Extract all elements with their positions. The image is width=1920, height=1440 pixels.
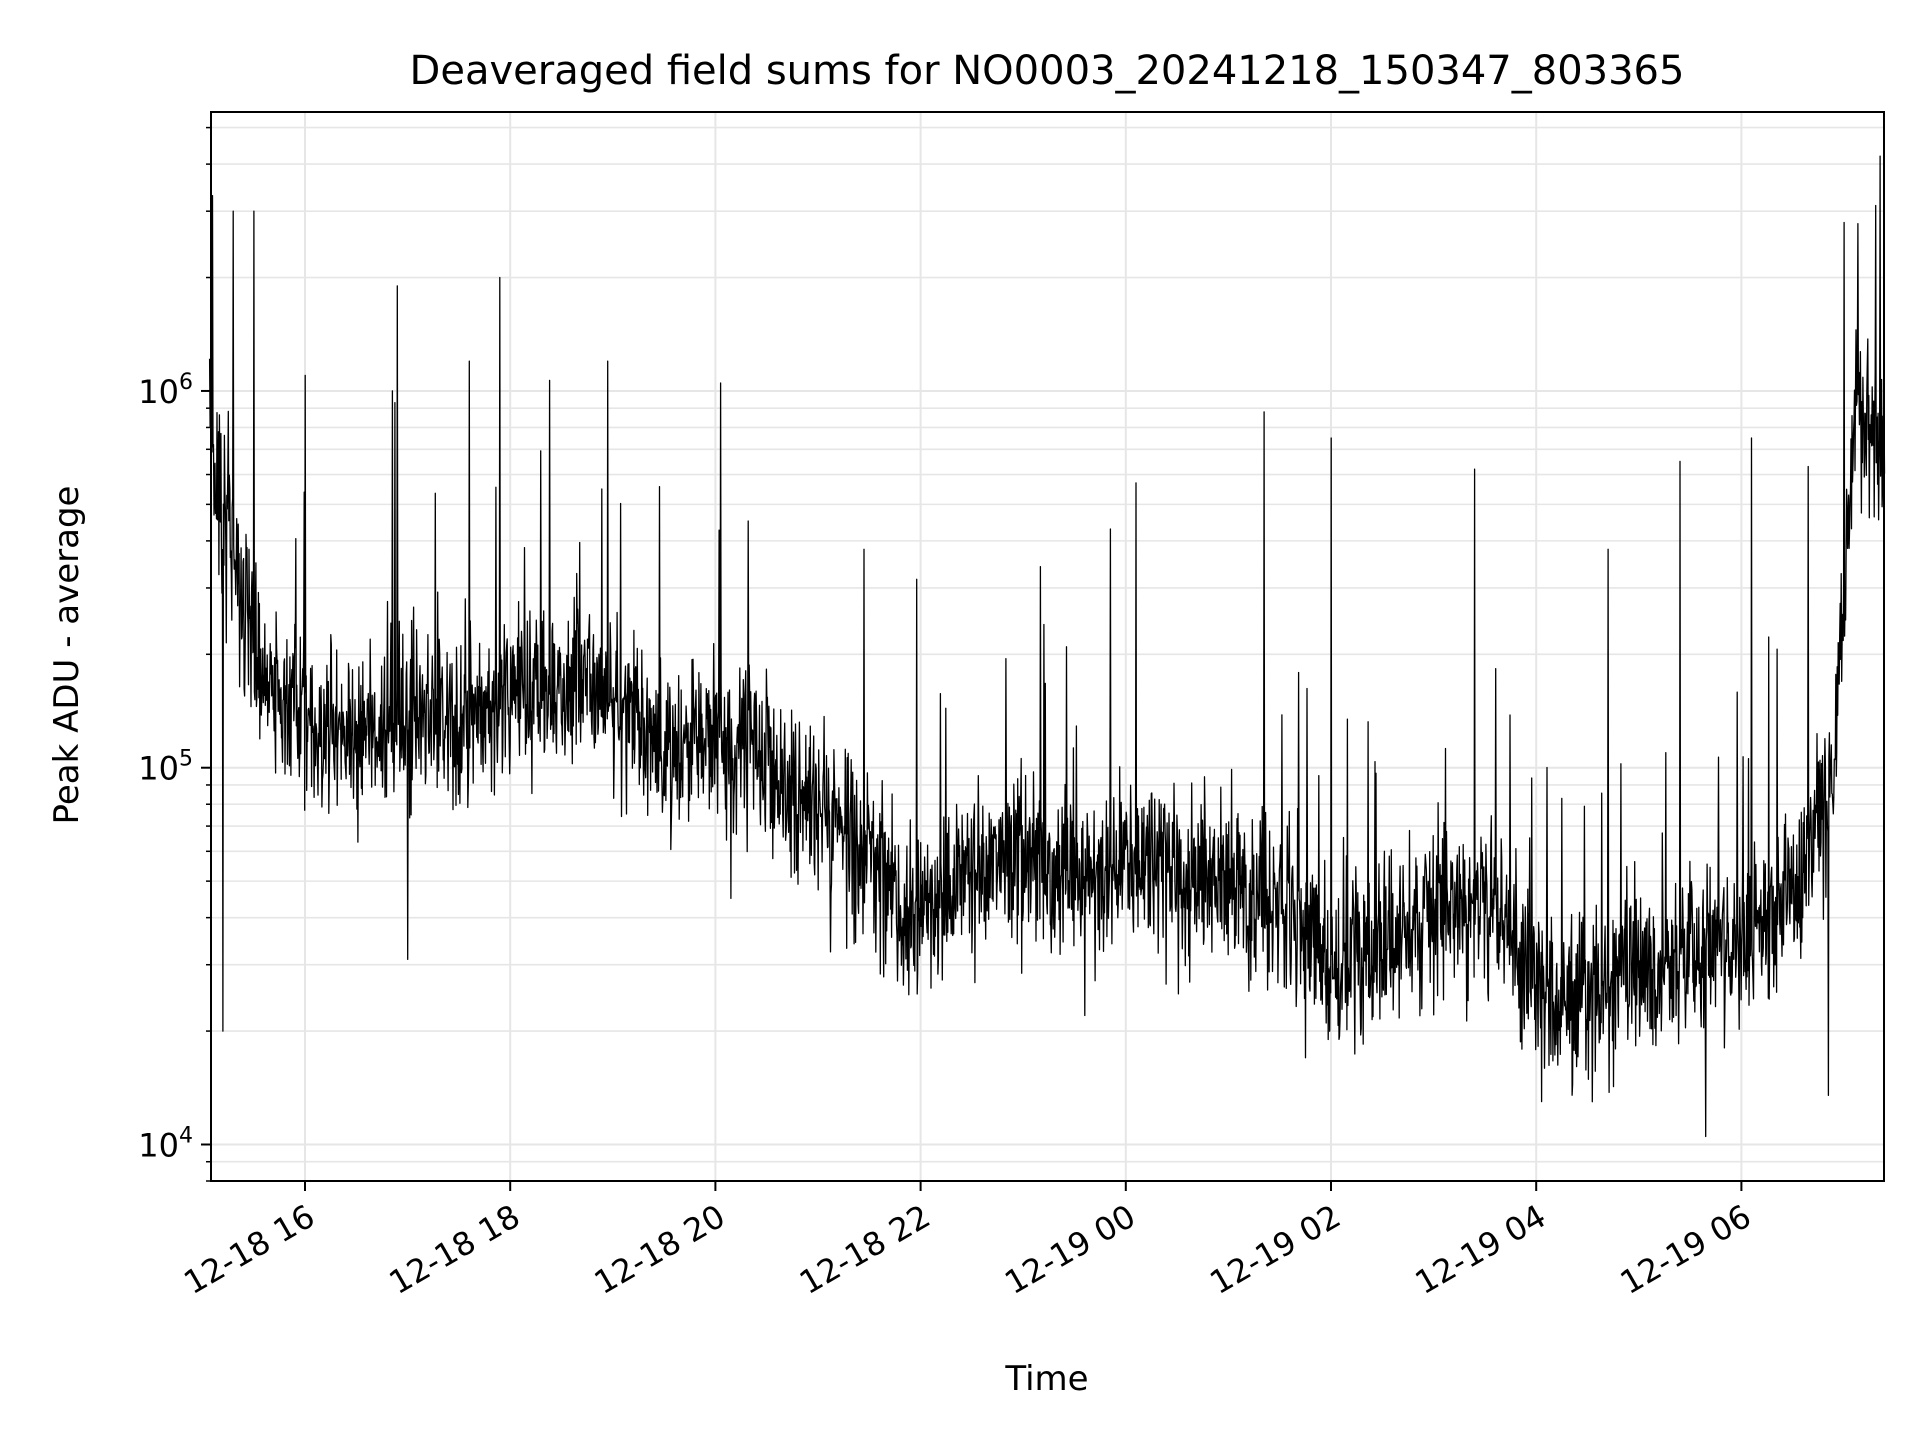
series-line <box>208 155 1886 1138</box>
series-layer <box>208 155 1886 1138</box>
x-axis-label: Time <box>1004 1359 1088 1399</box>
y-tick-label: 105 <box>138 747 193 788</box>
x-tick-label: 12-19 00 <box>998 1197 1142 1302</box>
y-tick-base: 10 <box>138 1126 179 1164</box>
y-tick-exponent: 6 <box>179 370 193 395</box>
x-tick-label: 12-19 04 <box>1409 1197 1553 1302</box>
y-tick-label: 106 <box>138 370 193 411</box>
x-tick-label: 12-19 06 <box>1614 1197 1758 1302</box>
plot-frame <box>210 111 1885 1182</box>
y-tick-exponent: 4 <box>179 1123 193 1148</box>
y-tick-exponent: 5 <box>179 747 193 772</box>
x-tick-label: 12-19 02 <box>1203 1197 1347 1302</box>
y-tick-label: 104 <box>138 1123 193 1164</box>
x-tick-label: 12-18 22 <box>793 1197 937 1302</box>
x-tick-label: 12-18 20 <box>588 1197 732 1302</box>
y-axis-label: Peak ADU - average <box>47 486 87 825</box>
grid-layer <box>211 112 1884 1182</box>
chart-title: Deaveraged field sums for NO0003_2024121… <box>410 48 1685 94</box>
y-tick-base: 10 <box>138 373 179 411</box>
x-tick-label: 12-18 18 <box>383 1197 527 1302</box>
x-tick-label: 12-18 16 <box>177 1197 321 1302</box>
y-tick-base: 10 <box>138 750 179 788</box>
